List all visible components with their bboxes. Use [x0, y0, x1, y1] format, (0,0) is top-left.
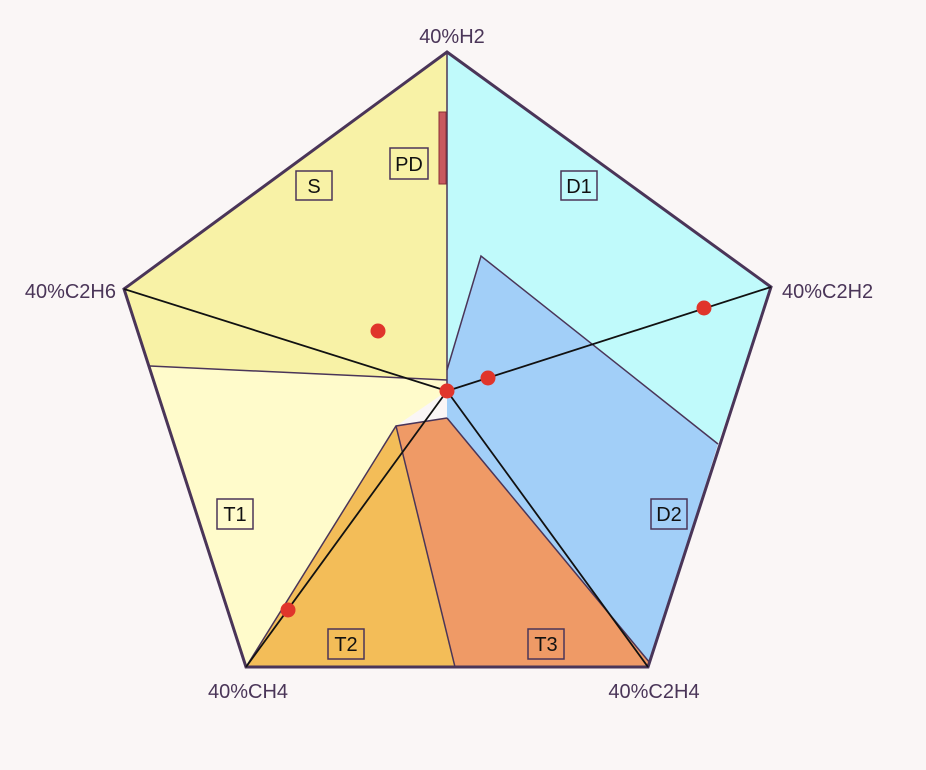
zone-t2-label: T2 [334, 634, 357, 656]
vertex-label-ch4: 40%CH4 [208, 681, 288, 703]
zone-d1-label: D1 [566, 176, 592, 198]
vertex-label-c2h4: 40%C2H4 [608, 681, 699, 703]
zone-t1-label: T1 [223, 504, 246, 526]
zone-t2-box [327, 628, 365, 660]
zone-d2-label: D2 [656, 504, 682, 526]
zone-t1-region [150, 366, 447, 667]
vertex-label-c2h2: 40%C2H2 [782, 281, 873, 303]
markers [280, 300, 712, 618]
zone-t3-region [396, 418, 650, 667]
zone-d1-box [560, 170, 598, 201]
marker-point [480, 370, 496, 386]
zone-d2-box [650, 498, 688, 530]
zone-pd-box [389, 147, 429, 180]
zone-d2-region [447, 256, 718, 663]
vertex-lines [123, 286, 772, 668]
pentagon-outline [122, 50, 773, 669]
marker-point [696, 300, 712, 316]
zone-pd-label: PD [395, 154, 423, 176]
zone-d1-region [447, 52, 771, 444]
zone-s-box [295, 170, 333, 201]
zone-s-region [124, 52, 447, 380]
marker-point [439, 383, 455, 399]
vertex-label-c2h6: 40%C2H6 [25, 281, 116, 303]
zone-t2-region [246, 426, 455, 667]
marker-point [280, 602, 296, 618]
zone-pd-region [438, 111, 447, 185]
vertex-label-h2: 40%H2 [419, 26, 485, 48]
marker-point [370, 323, 386, 339]
zone-t1-box [216, 498, 254, 530]
zone-t3-label: T3 [534, 634, 557, 656]
zone-s-label: S [307, 176, 320, 198]
zone-t3-box [527, 628, 565, 660]
